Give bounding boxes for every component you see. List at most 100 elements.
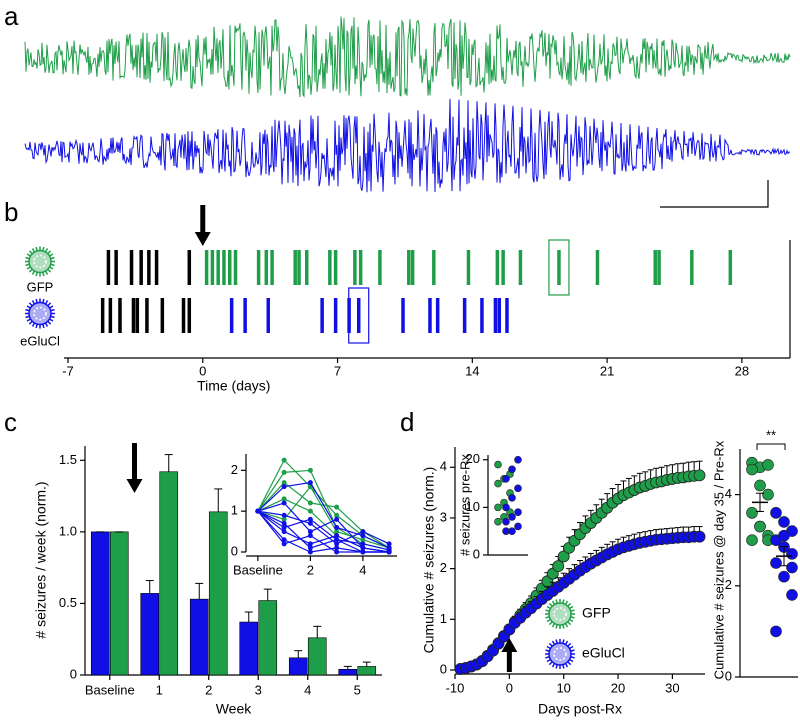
series-line [257,485,390,549]
point [307,549,313,555]
x-tick-label: 10 [556,680,570,695]
x-tick-label: -10 [446,680,465,695]
series-line [257,510,390,545]
point [754,479,766,492]
point [307,508,313,514]
virus-icon [545,599,575,629]
point [778,570,790,583]
error-bar [343,665,352,670]
series-line [257,510,390,551]
error-bar [145,580,154,594]
virus-body [548,602,572,626]
eeg-trace [24,98,791,193]
point [778,529,790,542]
row-label: eGluCl [20,333,60,348]
point [334,512,340,518]
scale-bar [660,180,769,208]
bar [357,666,377,676]
highlight-box [548,239,570,296]
point [360,537,366,543]
point [514,508,522,516]
bar [239,621,259,676]
rx-arrow [501,638,518,672]
legend-label: eGluCl [582,645,625,661]
bar [159,471,179,676]
x-tick-label: 7 [334,363,341,378]
point [255,508,261,514]
virus-core [33,254,47,269]
x-tick-label: 0 [506,680,513,695]
y-axis-label: # seizures / week (norm.) [33,481,49,638]
error-bar [214,488,223,512]
x-tick-label: 14 [465,363,479,378]
panel-label: c [4,407,17,437]
bar [258,600,278,676]
error-bar [263,588,272,601]
bar [189,598,209,676]
arrow-head [194,232,211,246]
error-bar [756,492,764,512]
virus-body [28,301,52,326]
point [508,494,516,502]
y-tick-label: 1 [231,503,238,518]
bar [140,593,160,676]
error-bar [244,611,253,623]
point [334,516,340,522]
panel-label: a [4,1,19,31]
y-tick-label: 0 [231,543,238,558]
x-tick-label: 1 [156,682,163,697]
y-tick-label: 2 [231,462,238,477]
legend-label: GFP [582,605,611,621]
point [281,537,287,543]
bar [307,637,327,676]
point [508,513,516,521]
point [494,503,502,512]
point [502,517,510,526]
x-tick-label: 20 [611,680,625,695]
point [334,541,340,547]
error-bar [313,625,322,638]
point [307,533,313,539]
point [494,517,502,526]
point [281,484,287,490]
point [494,479,502,488]
point [693,530,706,543]
x-tick-label: 4 [304,682,311,697]
x-tick-label: 2 [307,562,314,577]
point [307,520,313,526]
point [514,484,522,493]
y-tick-label: 2 [440,560,447,575]
point [778,516,790,528]
bar [208,511,228,676]
arrow-head [126,479,143,493]
point [386,541,392,547]
point [770,625,782,638]
annotation: ** [766,427,776,442]
virus-core [553,607,567,621]
point [508,527,516,535]
point [281,496,287,502]
panel-label: b [4,197,18,227]
virus-body [548,642,572,666]
x-axis-label: Time (days) [197,378,270,394]
row-label: GFP [27,279,54,294]
point [360,545,366,551]
point [754,520,766,533]
point [307,545,313,551]
point [281,516,287,522]
x-axis-label: Days post-Rx [538,701,622,717]
y-tick-label: 4 [440,459,447,474]
point [334,529,340,535]
point [693,469,706,482]
bar [109,531,129,676]
virus-core [553,647,567,661]
y-tick-label: 2 [725,577,732,592]
x-tick-label: 28 [735,363,749,378]
point [502,503,510,512]
point [360,533,366,539]
point [307,529,313,535]
point [281,529,287,535]
series-line [257,502,390,553]
y-tick-label: 4 [725,486,732,501]
point [786,548,798,560]
